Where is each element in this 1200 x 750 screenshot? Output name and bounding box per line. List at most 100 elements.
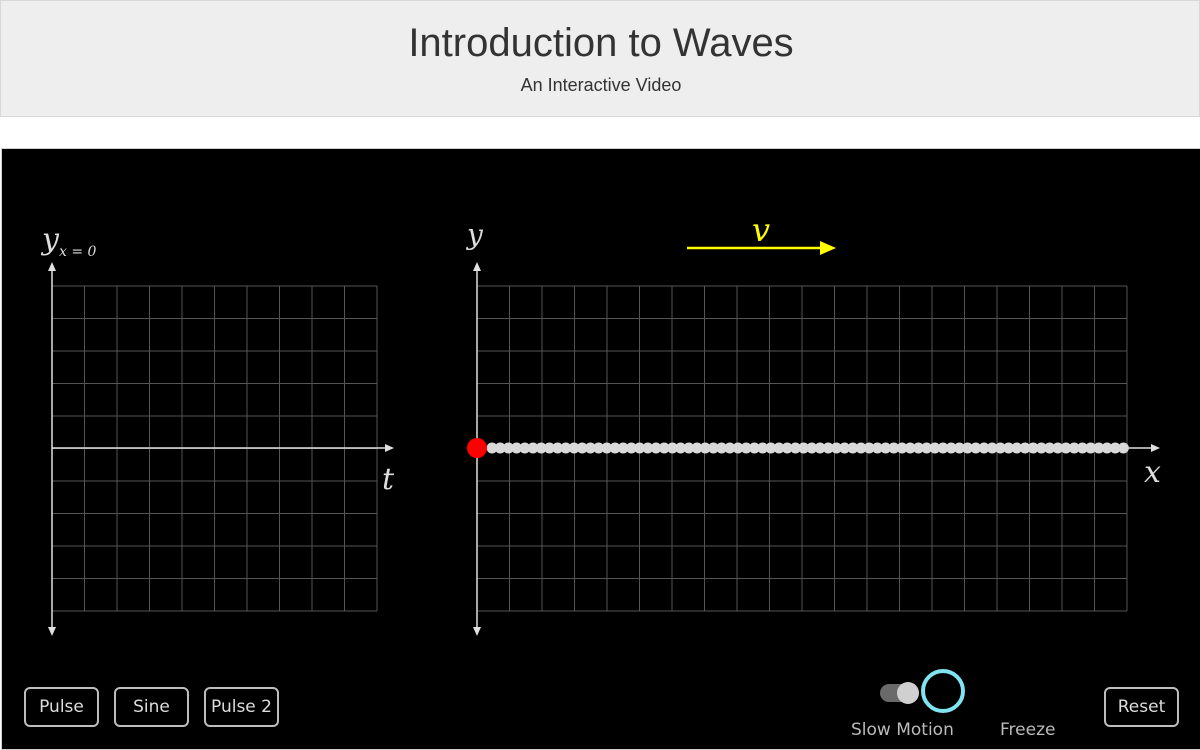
wave-particle [1052, 442, 1064, 454]
wave-particle [748, 442, 760, 454]
wave-particle [1003, 442, 1015, 454]
wave-particle [707, 442, 719, 454]
wave-particle [716, 442, 728, 454]
wave-particle [937, 442, 949, 454]
wave-particle [502, 442, 514, 454]
wave-particle [1076, 442, 1088, 454]
velocity-label: v [752, 211, 770, 249]
wave-particle [617, 442, 629, 454]
left-y-axis-arrow [48, 262, 56, 271]
wave-source-dot[interactable] [467, 438, 487, 458]
wave-particle [625, 442, 637, 454]
wave-particle [740, 442, 752, 454]
wave-particle [535, 442, 547, 454]
slow-motion-toggle-knob[interactable] [897, 682, 919, 704]
graphs-svg: y x = 0 t y x v [40, 211, 1161, 713]
wave-particle [527, 442, 539, 454]
wave-particle [765, 442, 777, 454]
right-y-axis-label: y [465, 218, 484, 251]
wave-particles [486, 442, 1129, 454]
page-title: Introduction to Waves [408, 21, 794, 65]
left-x-axis-label: t [382, 462, 395, 497]
wave-particle [847, 442, 859, 454]
page-subtitle: An Interactive Video [520, 75, 682, 95]
wave-particle [929, 442, 941, 454]
wave-particle [494, 442, 506, 454]
wave-particle [904, 442, 916, 454]
wave-particle [584, 442, 596, 454]
sine-button[interactable]: Sine [114, 687, 189, 727]
freeze-label: Freeze [1000, 720, 1056, 740]
wave-particle [691, 442, 703, 454]
wave-particle [798, 442, 810, 454]
wave-particle [962, 442, 974, 454]
wave-particle [1068, 442, 1080, 454]
wave-particle [666, 442, 678, 454]
wave-particle [1027, 442, 1039, 454]
right-y-axis-arrow [473, 627, 481, 636]
wave-particle [789, 442, 801, 454]
wave-particle [732, 442, 744, 454]
left-y-axis-subscript: x = 0 [59, 244, 97, 260]
left-y-axis-label: y [40, 222, 60, 257]
right-x-axis-arrow [1151, 444, 1160, 452]
wave-particle [552, 442, 564, 454]
wave-particle [650, 442, 662, 454]
wave-particle [634, 442, 646, 454]
wave-particle [1109, 442, 1121, 454]
wave-particle [855, 442, 867, 454]
wave-particle [978, 442, 990, 454]
wave-particle [1019, 442, 1031, 454]
wave-particle [683, 442, 695, 454]
wave-particle [781, 442, 793, 454]
wave-particle [699, 442, 711, 454]
wave-particle [945, 442, 957, 454]
right-y-axis-arrow [473, 262, 481, 271]
wave-particle [888, 442, 900, 454]
reset-button[interactable]: Reset [1104, 687, 1179, 727]
left-y-axis-arrow [48, 627, 56, 636]
wave-particle [773, 442, 785, 454]
wave-particle [511, 442, 523, 454]
pulse2-button[interactable]: Pulse 2 [204, 687, 279, 727]
wave-particle [724, 442, 736, 454]
right-x-axis-label: x [1144, 455, 1161, 490]
wave-particle [675, 442, 687, 454]
freeze-toggle[interactable] [921, 669, 965, 713]
wave-particle [560, 442, 572, 454]
wave-particle [593, 442, 605, 454]
wave-particle [519, 442, 531, 454]
left-graph-grid [51, 285, 378, 612]
wave-particle [543, 442, 555, 454]
wave-particle [970, 442, 982, 454]
wave-particle [994, 442, 1006, 454]
wave-particle [1044, 442, 1056, 454]
wave-particle [576, 442, 588, 454]
pulse-button[interactable]: Pulse [24, 687, 99, 727]
wave-particle [953, 442, 965, 454]
wave-particle [921, 442, 933, 454]
wave-particle [757, 442, 769, 454]
wave-particle [814, 442, 826, 454]
wave-particle [871, 442, 883, 454]
simulation-canvas: y x = 0 t y x v Pulse Sine Pulse 2 Reset… [1, 148, 1200, 750]
wave-particle [1101, 442, 1113, 454]
wave-particle [1060, 442, 1072, 454]
wave-particle [822, 442, 834, 454]
wave-particle [806, 442, 818, 454]
wave-particle [658, 442, 670, 454]
wave-particle [830, 442, 842, 454]
wave-particle [1011, 442, 1023, 454]
wave-particle [986, 442, 998, 454]
wave-particle [880, 442, 892, 454]
left-x-axis-arrow [385, 444, 394, 452]
wave-particle [912, 442, 924, 454]
velocity-arrow-head [820, 241, 836, 255]
wave-particle [1035, 442, 1047, 454]
header: Introduction to Waves An Interactive Vid… [0, 0, 1200, 117]
wave-particle [863, 442, 875, 454]
slow-motion-label: Slow Motion [851, 720, 954, 740]
wave-particle [642, 442, 654, 454]
wave-particle [601, 442, 613, 454]
wave-particle [839, 442, 851, 454]
